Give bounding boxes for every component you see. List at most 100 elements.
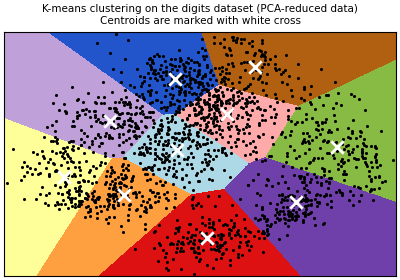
Point	[338, 103, 344, 107]
Point	[258, 213, 265, 217]
Point	[302, 213, 308, 217]
Point	[158, 118, 164, 122]
Point	[107, 193, 114, 198]
Point	[264, 218, 270, 223]
Point	[333, 101, 339, 106]
Point	[242, 110, 249, 115]
Point	[109, 204, 116, 209]
Point	[236, 97, 242, 102]
Point	[71, 124, 78, 129]
Point	[156, 155, 162, 160]
Point	[203, 122, 210, 127]
Point	[56, 206, 62, 211]
Point	[334, 91, 341, 95]
Point	[178, 87, 184, 91]
Point	[323, 117, 329, 121]
Point	[148, 166, 154, 171]
Point	[368, 188, 374, 192]
Point	[317, 132, 323, 136]
Point	[152, 133, 158, 138]
Point	[222, 114, 228, 118]
Point	[298, 119, 305, 124]
Point	[251, 101, 258, 105]
Point	[210, 246, 217, 251]
Point	[302, 210, 308, 214]
Point	[287, 144, 293, 148]
Point	[180, 80, 186, 84]
Point	[189, 232, 196, 237]
Point	[217, 236, 224, 240]
Point	[106, 186, 112, 190]
Point	[88, 141, 95, 146]
Point	[138, 103, 145, 108]
Point	[359, 150, 365, 154]
Point	[64, 144, 70, 149]
Point	[184, 117, 190, 122]
Point	[226, 46, 233, 50]
Point	[254, 99, 260, 103]
Point	[39, 184, 45, 189]
Point	[114, 125, 120, 129]
Point	[218, 127, 225, 132]
Point	[286, 73, 292, 78]
Point	[244, 98, 250, 103]
Point	[234, 113, 241, 117]
Point	[332, 141, 338, 145]
Point	[206, 217, 213, 221]
Point	[87, 168, 93, 172]
Point	[215, 93, 221, 98]
Point	[93, 179, 100, 184]
Point	[94, 95, 101, 99]
Point	[155, 191, 161, 196]
Point	[115, 121, 121, 126]
Point	[40, 135, 47, 139]
Point	[312, 127, 319, 132]
Point	[278, 192, 285, 196]
Point	[152, 135, 158, 140]
Point	[195, 130, 202, 135]
Point	[46, 174, 52, 178]
Point	[85, 203, 91, 208]
Point	[160, 53, 166, 58]
Point	[210, 94, 216, 98]
Point	[258, 80, 265, 84]
Point	[177, 74, 184, 78]
Point	[222, 153, 229, 158]
Point	[175, 228, 182, 233]
Point	[165, 120, 171, 124]
Point	[157, 73, 164, 78]
Point	[93, 205, 99, 209]
Point	[110, 119, 117, 123]
Point	[199, 46, 205, 50]
Point	[285, 108, 292, 113]
Point	[234, 127, 240, 131]
Point	[245, 182, 251, 187]
Point	[93, 118, 100, 123]
Point	[239, 138, 246, 143]
Point	[133, 111, 140, 116]
Point	[127, 202, 134, 206]
Point	[97, 120, 103, 125]
Point	[81, 179, 87, 183]
Point	[232, 139, 238, 144]
Point	[197, 92, 204, 96]
Point	[278, 132, 284, 137]
Point	[317, 146, 324, 150]
Point	[172, 147, 179, 151]
Point	[120, 99, 126, 104]
Point	[277, 217, 283, 222]
Point	[193, 113, 199, 117]
Point	[199, 239, 205, 244]
Point	[298, 96, 304, 101]
Point	[98, 209, 104, 213]
Point	[326, 181, 332, 185]
Point	[92, 199, 98, 204]
Point	[132, 136, 139, 141]
Point	[219, 146, 225, 150]
Point	[263, 219, 270, 223]
Point	[139, 80, 145, 85]
Point	[263, 81, 269, 85]
Point	[179, 176, 186, 181]
Point	[284, 232, 290, 237]
Point	[194, 59, 200, 64]
